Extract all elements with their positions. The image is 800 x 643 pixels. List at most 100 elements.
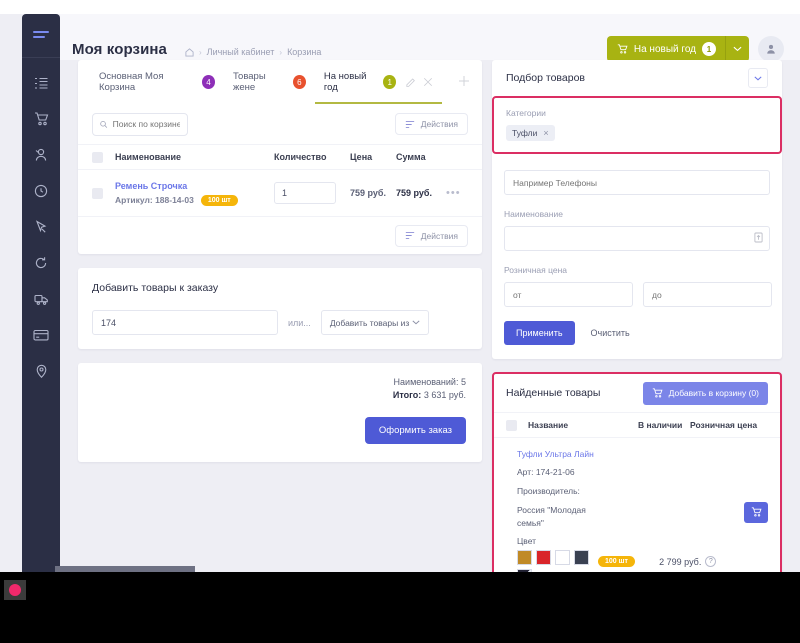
pin-icon — [36, 364, 46, 378]
filter-icon — [405, 120, 414, 128]
name-field-label: Наименование — [504, 209, 563, 219]
price-to-input[interactable] — [643, 282, 772, 307]
found-product-article: Арт: 174-21-06 — [517, 467, 575, 478]
stock-badge: 100 шт — [200, 194, 238, 206]
cart-main-column: Основная Моя Корзина 4 Товары жене 6 На … — [78, 60, 482, 462]
close-icon[interactable] — [423, 77, 433, 87]
footer-indicator[interactable] — [4, 580, 26, 600]
picker-card: Подбор товаров Категории Туфли × Наимено… — [492, 60, 782, 359]
breadcrumb-item-account[interactable]: Личный кабинет — [206, 47, 275, 57]
cart-icon — [34, 112, 48, 126]
clock-icon — [34, 184, 48, 198]
picker-title: Подбор товаров — [506, 72, 585, 84]
breadcrumb: › Личный кабинет › Корзина — [185, 47, 321, 57]
quantity-input[interactable] — [274, 182, 336, 204]
column-name: Наименование — [115, 152, 182, 162]
user-icon — [767, 44, 775, 54]
add-from-select-label: Добавить товары из — [329, 317, 410, 328]
name-field-wrapper — [504, 226, 770, 251]
cell-price: 759 руб. — [350, 188, 386, 198]
sidebar-item-truck[interactable] — [22, 288, 60, 310]
cart-search-row: Действия — [78, 104, 482, 144]
category-search-input[interactable] — [504, 170, 770, 195]
add-tab-button[interactable] — [458, 75, 470, 90]
sidebar-toggle[interactable] — [22, 14, 60, 58]
color-swatch-navy[interactable] — [574, 550, 589, 566]
add-products-card: Добавить товары к заказу или... Добавить… — [78, 268, 482, 349]
name-input[interactable] — [504, 226, 770, 251]
place-order-button[interactable]: Оформить заказ — [364, 417, 466, 444]
add-from-select[interactable]: Добавить товары из — [320, 310, 429, 335]
close-icon[interactable]: × — [543, 128, 549, 138]
add-to-cart-button[interactable]: Добавить в корзину (0) — [642, 381, 768, 405]
sidebar-item-user-add[interactable] — [22, 144, 60, 166]
sidebar-item-card[interactable] — [22, 324, 60, 346]
sidebar-item-cart[interactable] — [22, 108, 60, 130]
found-add-to-cart-icon-button[interactable] — [744, 502, 768, 523]
cell-sum: 759 руб. — [396, 188, 432, 198]
footer-bar — [0, 572, 800, 643]
user-add-icon — [35, 148, 46, 161]
row-checkbox[interactable] — [92, 187, 103, 199]
article-input[interactable] — [92, 310, 278, 335]
color-swatch-gold[interactable] — [517, 550, 532, 566]
found-manufacturer-label: Производитель: — [517, 486, 580, 497]
color-swatch-red[interactable] — [536, 550, 551, 566]
found-select-all-checkbox[interactable] — [506, 419, 517, 431]
sidebar — [22, 14, 60, 572]
tab-new-year[interactable]: На новый год 1 — [314, 60, 443, 104]
tab-wife-goods[interactable]: Товары жене 6 — [224, 60, 315, 104]
page-title: Моя корзина — [72, 41, 167, 58]
found-price: 2 799 руб. — [659, 556, 702, 567]
total-label: Итого: — [392, 390, 422, 400]
clear-button[interactable]: Очистить — [580, 321, 640, 345]
cart-actions-button-top[interactable]: Действия — [394, 113, 468, 135]
found-table-header: Название В наличии Розничная цена — [494, 412, 780, 438]
avatar[interactable] — [758, 36, 784, 62]
cart-tabs: Основная Моя Корзина 4 Товары жене 6 На … — [78, 60, 482, 104]
actions-label: Действия — [420, 119, 458, 129]
names-count-line: Наименований: 5 — [94, 377, 466, 387]
price-field-label: Розничная цена — [504, 265, 568, 275]
sidebar-item-cursor-tag[interactable] — [22, 216, 60, 238]
product-title-link[interactable]: Ремень Строчка — [115, 180, 188, 191]
home-icon[interactable] — [185, 47, 194, 57]
upload-icon[interactable] — [754, 232, 763, 246]
chevron-down-icon — [754, 76, 762, 80]
sidebar-item-refresh[interactable] — [22, 252, 60, 274]
window-shadow-strip — [55, 566, 195, 572]
pencil-icon[interactable] — [406, 77, 416, 87]
price-from-input[interactable] — [504, 282, 633, 307]
sidebar-item-pin[interactable] — [22, 360, 60, 382]
chevron-down-icon — [412, 320, 420, 325]
search-input-wrapper[interactable] — [92, 112, 188, 136]
refresh-icon — [35, 257, 47, 269]
select-all-checkbox[interactable] — [92, 151, 103, 163]
apply-button[interactable]: Применить — [504, 321, 575, 345]
cart-table-header: Наименование Количество Цена Сумма — [78, 144, 482, 170]
tab-label: Основная Моя Корзина — [99, 71, 164, 93]
search-icon — [100, 120, 108, 128]
picker-collapse-button[interactable] — [748, 68, 768, 88]
row-more-button[interactable]: ••• — [446, 187, 461, 199]
breadcrumb-separator-2: › — [279, 47, 283, 57]
tab-main-cart[interactable]: Основная Моя Корзина 4 — [90, 60, 224, 104]
sidebar-item-list[interactable] — [22, 72, 60, 94]
found-product-title[interactable]: Туфли Ультра Лайн — [517, 449, 594, 459]
breadcrumb-item-cart[interactable]: Корзина — [287, 47, 322, 57]
info-icon[interactable]: ? — [705, 556, 717, 568]
color-label: Цвет — [517, 536, 537, 547]
chevron-down-icon — [733, 46, 742, 52]
category-chip[interactable]: Туфли × — [506, 125, 555, 141]
header-cart-label: На новый год — [633, 43, 696, 55]
color-swatch-white[interactable] — [555, 550, 570, 566]
header-cart-button[interactable]: На новый год 1 — [606, 36, 749, 62]
sidebar-item-clock[interactable] — [22, 180, 60, 202]
product-picker-column: Подбор товаров Категории Туфли × Наимено… — [492, 60, 782, 634]
picker-header: Подбор товаров — [492, 60, 782, 96]
cart-table-footer: Действия — [78, 216, 482, 254]
search-input[interactable] — [112, 119, 180, 129]
cart-actions-button-bottom[interactable]: Действия — [394, 224, 468, 247]
header-cart-dropdown[interactable] — [725, 36, 749, 62]
totals-card: Наименований: 5 Итого: 3 631 руб. Оформи… — [78, 363, 482, 462]
